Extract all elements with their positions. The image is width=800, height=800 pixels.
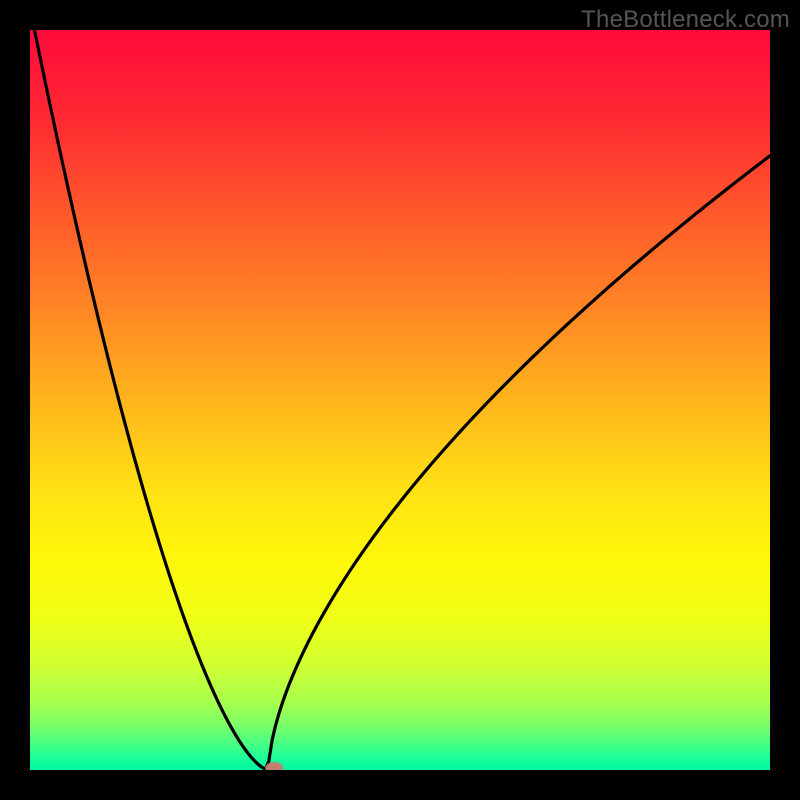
plot-area xyxy=(30,30,770,770)
bottleneck-chart xyxy=(0,0,800,800)
watermark-text: TheBottleneck.com xyxy=(581,6,790,34)
chart-container: TheBottleneck.com xyxy=(0,0,800,800)
